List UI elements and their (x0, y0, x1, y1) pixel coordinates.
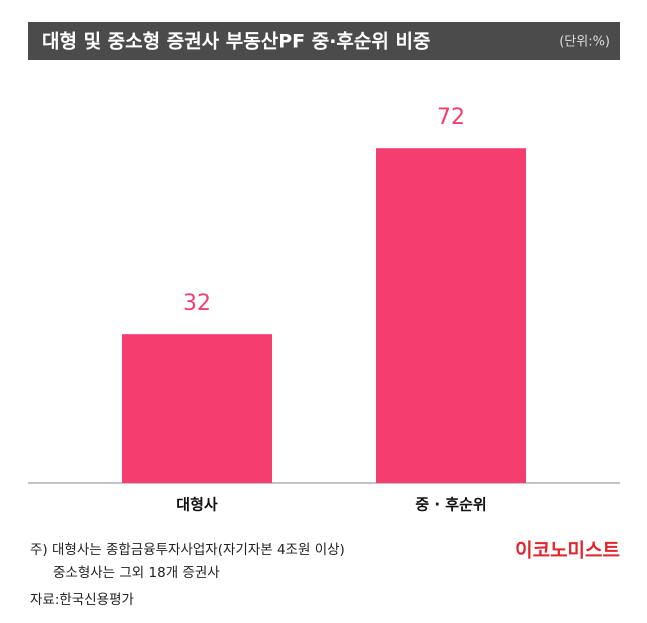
bar (376, 148, 526, 483)
unit-label: (단위:%) (559, 35, 610, 50)
logo: 이코노미스트 (515, 540, 620, 562)
data-label: 72 (437, 105, 465, 130)
chart-title: 대형 및 중소형 증권사 부동산PF 중·후순위 비중 (42, 31, 430, 53)
x-tick-label: 대형사 (176, 496, 218, 514)
data-label: 32 (183, 291, 211, 316)
title-bar (28, 22, 620, 60)
note: 주) 대형사는 종합금융투자사업자(자기자본 4조원 이상) (30, 542, 345, 558)
source: 자료:한국신용평가 (30, 592, 134, 608)
x-tick-label: 중 · 후순위 (415, 496, 486, 514)
note: 중소형사는 그외 18개 증권사 (53, 565, 220, 581)
bar (122, 334, 272, 483)
